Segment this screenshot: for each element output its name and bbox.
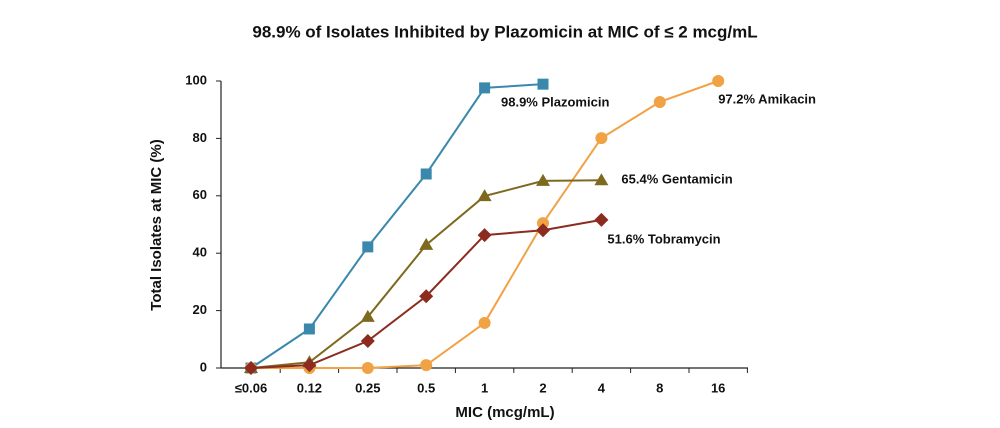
point: [712, 75, 725, 87]
point: [360, 309, 375, 322]
series-line: [250, 83, 544, 369]
chart-title: 98.9% of Isolates Inhibited by Plazomici…: [252, 22, 757, 41]
y-tick-label: 20: [193, 302, 207, 317]
y-axis-label: Total Isolates at MIC (%): [148, 139, 165, 310]
y-tick-label: 0: [200, 359, 207, 374]
point: [419, 237, 434, 250]
point: [244, 361, 258, 375]
x-tick-label: 0.5: [417, 380, 435, 395]
y-tick-label: 40: [193, 245, 207, 260]
x-tick-label: 2: [539, 380, 546, 395]
point: [478, 316, 491, 329]
point: [536, 173, 550, 186]
x-tick-label: 8: [656, 380, 663, 395]
point: [420, 359, 433, 372]
point: [477, 228, 492, 243]
y-tick-label: 60: [193, 187, 207, 202]
y-tick-label: 100: [185, 72, 207, 87]
point: [420, 168, 432, 180]
point: [362, 241, 374, 253]
series-label: 65.4% Gentamicin: [621, 172, 732, 187]
point: [419, 289, 434, 304]
x-axis-label: MIC (mcg/mL): [455, 404, 554, 421]
x-tick-label: ≤0.06: [235, 380, 267, 395]
point: [479, 82, 491, 94]
point: [536, 223, 550, 238]
point: [302, 358, 317, 373]
x-tick-label: 4: [598, 380, 606, 395]
y-tick-label: 80: [193, 130, 207, 145]
point: [360, 334, 375, 349]
point: [537, 78, 549, 90]
point: [653, 95, 666, 108]
point: [361, 362, 374, 374]
x-tick-label: 16: [711, 380, 725, 395]
series-label: 97.2% Amikacin: [718, 91, 816, 106]
point: [594, 173, 609, 186]
series-label: 51.6% Tobramycin: [607, 231, 720, 246]
x-tick-label: 0.25: [355, 380, 380, 395]
series-line: [250, 179, 602, 369]
point: [594, 212, 609, 227]
series-label: 98.9% Plazomicin: [501, 95, 609, 110]
point: [595, 132, 608, 145]
x-tick-label: 0.12: [297, 380, 322, 395]
point: [477, 189, 492, 202]
point: [537, 217, 549, 230]
point: [303, 323, 315, 335]
x-tick-label: 1: [481, 380, 488, 395]
